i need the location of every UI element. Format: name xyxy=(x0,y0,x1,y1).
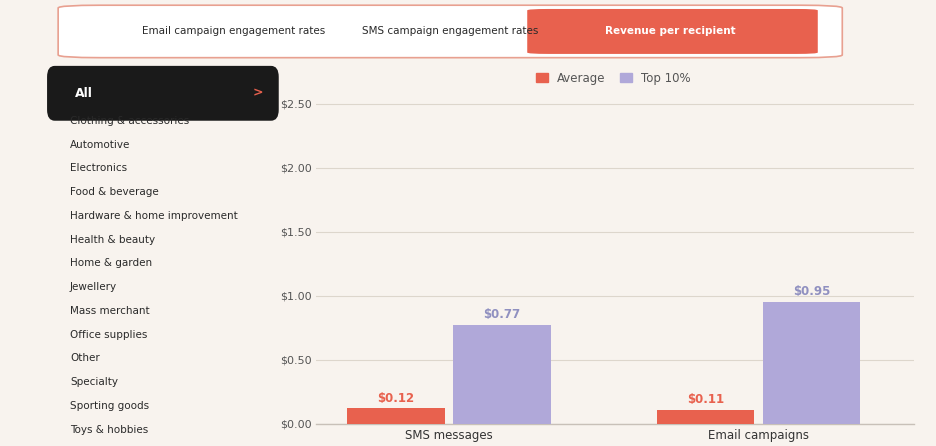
Text: SMS campaign engagement rates: SMS campaign engagement rates xyxy=(362,26,538,37)
FancyBboxPatch shape xyxy=(47,66,279,121)
Text: $0.77: $0.77 xyxy=(484,308,520,322)
Text: All: All xyxy=(75,87,93,100)
Text: Specialty: Specialty xyxy=(70,377,118,387)
Text: Email campaign engagement rates: Email campaign engagement rates xyxy=(141,26,325,37)
Bar xyxy=(347,409,445,424)
Bar xyxy=(657,409,754,424)
Text: Jewellery: Jewellery xyxy=(70,282,117,292)
FancyBboxPatch shape xyxy=(527,9,818,54)
Text: Home & garden: Home & garden xyxy=(70,258,153,268)
Text: Food & beverage: Food & beverage xyxy=(70,187,159,197)
Text: Electronics: Electronics xyxy=(70,163,127,173)
Legend: Average, Top 10%: Average, Top 10% xyxy=(532,67,695,89)
FancyBboxPatch shape xyxy=(58,5,842,58)
Text: Mass merchant: Mass merchant xyxy=(70,306,150,316)
Text: $0.12: $0.12 xyxy=(377,392,415,405)
Text: Automotive: Automotive xyxy=(70,140,130,149)
Text: Clothing & accessories: Clothing & accessories xyxy=(70,116,189,126)
Text: Toys & hobbies: Toys & hobbies xyxy=(70,425,148,435)
Bar xyxy=(454,325,550,424)
Text: $0.95: $0.95 xyxy=(793,285,830,298)
Text: Revenue per recipient: Revenue per recipient xyxy=(606,26,736,37)
Text: Hardware & home improvement: Hardware & home improvement xyxy=(70,211,238,221)
Text: Office supplies: Office supplies xyxy=(70,330,147,340)
Text: Other: Other xyxy=(70,353,100,363)
Text: >: > xyxy=(253,87,264,100)
Text: Health & beauty: Health & beauty xyxy=(70,235,155,244)
Text: $0.11: $0.11 xyxy=(687,393,724,406)
Text: Sporting goods: Sporting goods xyxy=(70,401,149,411)
Bar xyxy=(763,302,860,424)
